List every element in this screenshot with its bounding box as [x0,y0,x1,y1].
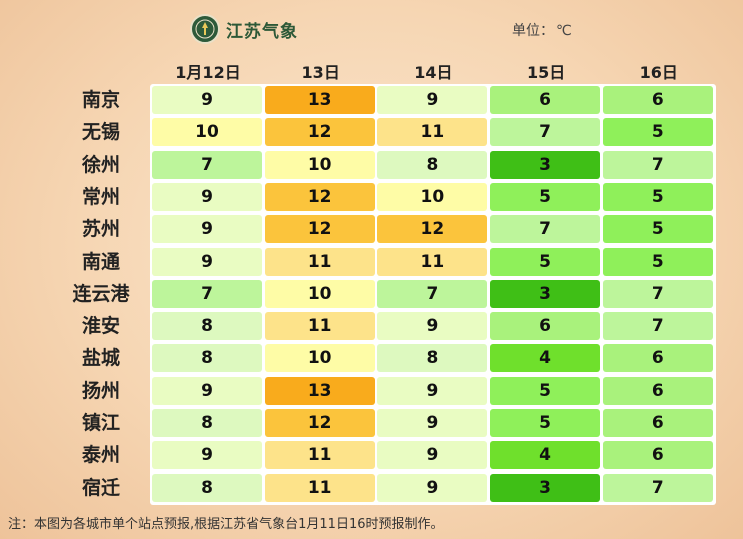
column-header: 15日 [526,63,566,82]
city-label: 连云港 [72,282,130,305]
temperature-cell: 8 [377,344,488,373]
temperature-cell: 12 [264,409,375,437]
temperature-cell: 9 [377,441,488,470]
temperature-cell: 9 [152,86,262,114]
temperature-cell: 9 [377,312,488,341]
temperature-cell: 5 [602,215,713,244]
temperature-cell: 10 [377,182,488,211]
temperature-cell: 9 [377,473,488,502]
temperature-cell: 8 [152,312,262,341]
temperature-cell: 11 [264,312,375,341]
temperature-cell: 9 [152,376,262,405]
column-header: 16日 [639,63,678,82]
temperature-cell: 10 [264,279,375,308]
city-label: 徐州 [81,153,120,176]
temperature-cell: 6 [602,344,713,373]
temperature-cell: 5 [602,118,713,147]
temperature-cell: 6 [602,409,713,437]
city-label: 盐城 [81,347,120,370]
temperature-cell: 6 [602,86,713,114]
temperature-cell: 9 [152,247,262,276]
temperature-cell: 12 [264,215,375,244]
temperature-cell: 11 [264,247,375,276]
temperature-cell: 5 [602,247,713,276]
temperature-cell: 5 [490,409,601,437]
city-label: 宿迁 [81,476,120,499]
temperature-cell: 10 [264,344,375,373]
temperature-cell: 7 [602,312,713,341]
temperature-cell: 9 [152,215,262,244]
city-label: 镇江 [81,412,120,434]
column-header: 1月12日 [175,63,241,82]
temperature-cell: 5 [490,376,601,405]
temperature-cell: 3 [490,279,601,308]
temperature-cell: 6 [490,86,601,114]
city-label: 南通 [81,250,120,273]
temperature-cell: 9 [152,441,262,470]
city-label: 泰州 [81,444,120,467]
logo: 江苏气象 [190,14,298,44]
temperature-cell: 8 [152,473,262,502]
temperature-cell: 3 [490,150,601,179]
temperature-cell: 9 [377,86,488,114]
logo-text: 江苏气象 [226,21,298,42]
temperature-cell: 12 [264,118,375,147]
temperature-cell: 6 [490,312,601,341]
city-label: 扬州 [81,379,120,402]
column-header: 14日 [414,63,453,82]
temperature-cell: 9 [152,182,262,211]
temperature-cell: 9 [377,409,488,437]
temperature-cell: 7 [602,473,713,502]
unit-value: ℃ [556,23,572,39]
temperature-cell: 6 [602,441,713,470]
city-label: 淮安 [81,315,120,338]
temperature-cell: 10 [264,150,375,179]
temperature-cell: 11 [377,118,488,147]
footnote: 注：本图为各城市单个站点预报,根据江苏省气象台1月11日16时预报制作。 [8,517,444,532]
temperature-cell: 7 [377,279,488,308]
temperature-cell: 7 [490,215,601,244]
unit-label: 单位： [512,23,554,39]
temperature-cell: 7 [152,150,262,179]
temperature-cell: 5 [490,247,601,276]
temperature-cell: 8 [152,344,262,373]
city-label: 南京 [81,89,120,111]
temperature-cell: 12 [264,182,375,211]
temperature-cell: 7 [152,279,262,308]
temperature-cell: 5 [490,182,601,211]
weather-bureau-emblem-icon [190,14,220,44]
temperature-cell: 11 [377,247,488,276]
temperature-cell: 7 [602,279,713,308]
city-label: 常州 [81,185,120,208]
temperature-cell: 11 [264,473,375,502]
temperature-cell: 13 [264,86,375,114]
temperature-cell: 7 [602,150,713,179]
temperature-cell: 8 [152,409,262,437]
temperature-cell: 6 [602,376,713,405]
unit-indicator: 单位： ℃ [512,20,572,40]
column-header: 13日 [301,63,340,82]
city-label: 无锡 [81,121,120,144]
temperature-cell: 11 [264,441,375,470]
temperature-cell: 8 [377,150,488,179]
temperature-cell: 10 [152,118,262,147]
temperature-cell: 9 [377,376,488,405]
city-label: 苏州 [81,218,120,241]
temperature-cell: 3 [490,473,601,502]
temperature-cell: 4 [490,344,601,373]
temperature-cell: 13 [264,376,375,405]
temperature-cell: 4 [490,441,601,470]
temperature-cell: 7 [490,118,601,147]
temperature-cell: 5 [602,182,713,211]
temperature-cell: 12 [377,215,488,244]
